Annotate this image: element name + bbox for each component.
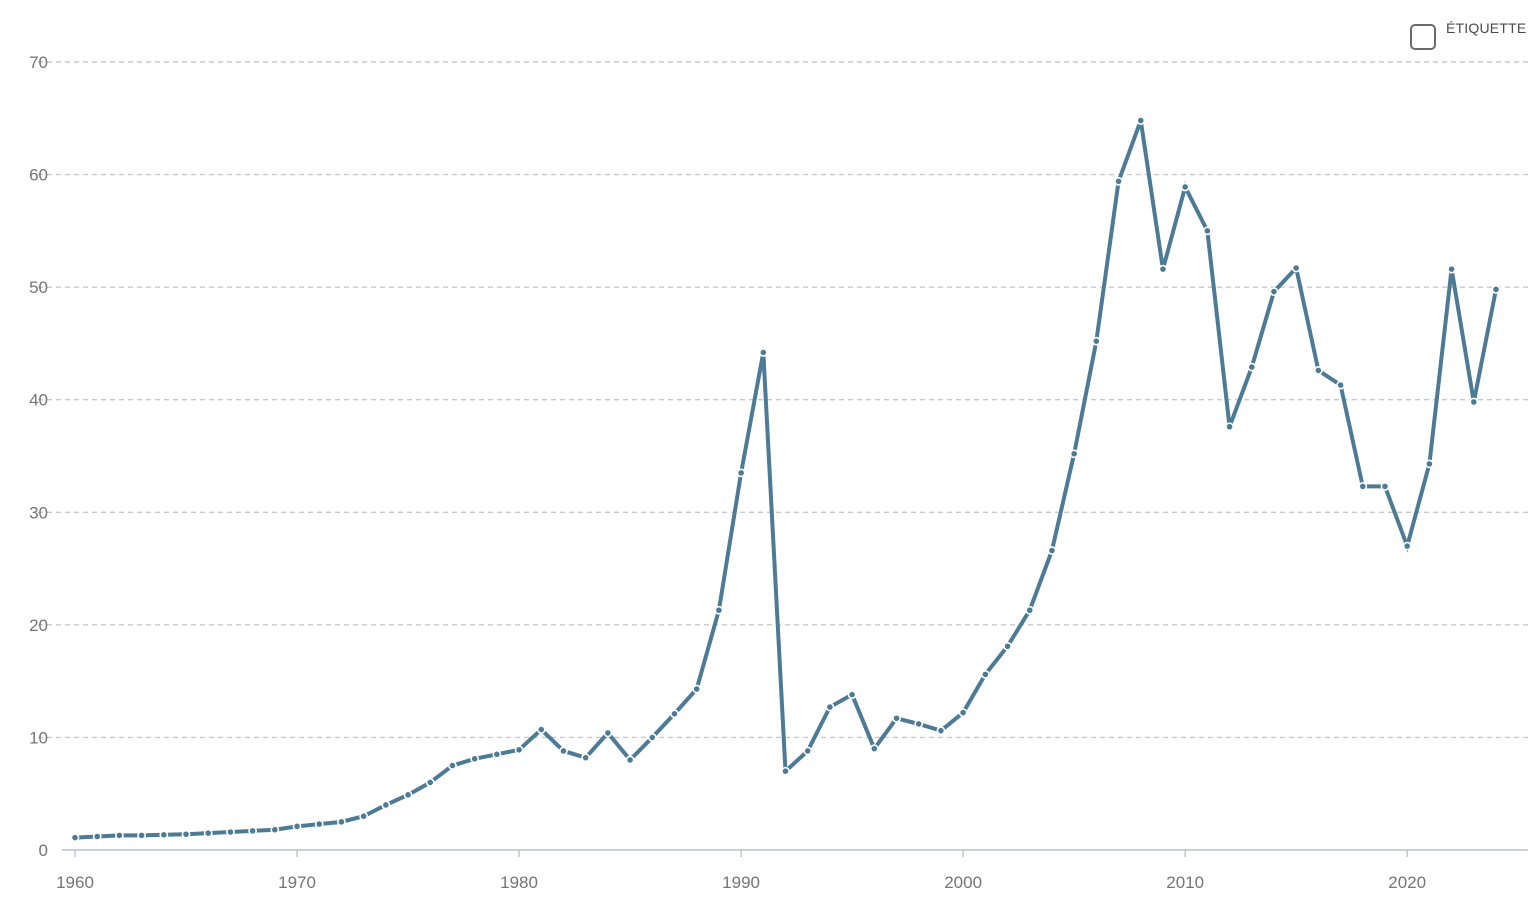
data-point[interactable] bbox=[1313, 366, 1323, 375]
data-point[interactable] bbox=[425, 778, 435, 787]
data-point[interactable] bbox=[492, 749, 502, 759]
data-point[interactable] bbox=[514, 745, 524, 755]
data-point[interactable] bbox=[1180, 182, 1190, 192]
data-point[interactable] bbox=[692, 684, 702, 694]
data-point[interactable] bbox=[1402, 541, 1412, 551]
data-point[interactable] bbox=[270, 825, 280, 835]
data-point[interactable] bbox=[714, 605, 724, 615]
data-point[interactable] bbox=[581, 753, 591, 763]
y-tick-label: 60 bbox=[29, 166, 48, 185]
y-tick-label: 20 bbox=[29, 616, 48, 635]
data-point[interactable] bbox=[203, 828, 213, 838]
data-point[interactable] bbox=[448, 761, 457, 770]
data-point[interactable] bbox=[536, 725, 546, 734]
data-point[interactable] bbox=[381, 800, 391, 810]
data-point[interactable] bbox=[670, 709, 679, 719]
data-point[interactable] bbox=[359, 811, 369, 821]
data-point[interactable] bbox=[115, 830, 124, 840]
data-point[interactable] bbox=[337, 817, 346, 827]
data-point[interactable] bbox=[603, 728, 613, 738]
data-point[interactable] bbox=[137, 830, 147, 840]
y-tick-label: 0 bbox=[39, 841, 48, 860]
data-point[interactable] bbox=[248, 826, 258, 836]
data-point[interactable] bbox=[1291, 263, 1301, 273]
data-point[interactable] bbox=[92, 832, 102, 841]
data-point[interactable] bbox=[869, 744, 879, 754]
data-point[interactable] bbox=[1003, 641, 1012, 651]
data-point[interactable] bbox=[1114, 176, 1123, 186]
data-point[interactable] bbox=[159, 830, 169, 840]
data-point[interactable] bbox=[1069, 449, 1079, 459]
data-point[interactable] bbox=[892, 713, 901, 723]
data-point[interactable] bbox=[1202, 226, 1212, 236]
data-point[interactable] bbox=[625, 755, 635, 765]
y-tick-label: 10 bbox=[29, 728, 48, 747]
x-tick-label: 1980 bbox=[500, 873, 538, 892]
data-point[interactable] bbox=[292, 821, 302, 831]
data-point[interactable] bbox=[1336, 380, 1345, 390]
data-point[interactable] bbox=[559, 746, 568, 756]
legend-checkbox[interactable] bbox=[1410, 24, 1436, 50]
x-tick-label: 1960 bbox=[56, 873, 94, 892]
data-point[interactable] bbox=[1025, 605, 1035, 615]
data-point[interactable] bbox=[1380, 481, 1390, 491]
legend-toggle[interactable]: ÉTIQUETTE bbox=[1410, 20, 1526, 50]
series-line bbox=[73, 119, 1498, 840]
data-point[interactable] bbox=[736, 468, 746, 478]
data-point[interactable] bbox=[314, 819, 324, 829]
x-tick-label: 1970 bbox=[278, 873, 316, 892]
data-point[interactable] bbox=[470, 754, 480, 764]
axis-layer: 0 10 20 30 40 50 60 70 1960 1970 1980 1990 2000 2010 2… bbox=[29, 53, 1528, 892]
data-point[interactable] bbox=[1091, 336, 1101, 346]
data-point[interactable] bbox=[847, 690, 857, 700]
data-point[interactable] bbox=[825, 702, 835, 712]
data-point[interactable] bbox=[1269, 287, 1279, 297]
data-point[interactable] bbox=[803, 746, 813, 756]
data-point[interactable] bbox=[980, 669, 990, 679]
data-point[interactable] bbox=[1491, 284, 1501, 294]
data-point[interactable] bbox=[1225, 422, 1234, 432]
points-layer bbox=[70, 116, 1501, 843]
data-point[interactable] bbox=[936, 726, 946, 736]
series-layer bbox=[73, 119, 1498, 840]
x-tick-label: 1990 bbox=[722, 873, 760, 892]
legend-label: ÉTIQUETTE bbox=[1446, 20, 1527, 36]
data-point[interactable] bbox=[1136, 116, 1146, 125]
data-point[interactable] bbox=[758, 348, 768, 357]
y-tick-label: 70 bbox=[29, 53, 48, 72]
data-point[interactable] bbox=[958, 708, 968, 718]
y-tick-label: 50 bbox=[29, 278, 48, 297]
data-point[interactable] bbox=[70, 833, 80, 843]
data-point[interactable] bbox=[1358, 481, 1368, 491]
data-point[interactable] bbox=[781, 766, 790, 776]
data-point[interactable] bbox=[1447, 264, 1456, 274]
data-point[interactable] bbox=[181, 829, 191, 839]
x-tick-label: 2000 bbox=[944, 873, 982, 892]
data-point[interactable] bbox=[226, 827, 235, 837]
data-point[interactable] bbox=[1047, 546, 1057, 555]
y-tick-label: 30 bbox=[29, 503, 48, 522]
data-point[interactable] bbox=[1424, 459, 1434, 469]
data-point[interactable] bbox=[1247, 362, 1257, 372]
data-point[interactable] bbox=[914, 719, 924, 729]
y-tick-label: 40 bbox=[29, 391, 48, 410]
x-tick-label: 2010 bbox=[1166, 873, 1204, 892]
data-point[interactable] bbox=[647, 733, 657, 742]
grid-layer bbox=[38, 61, 1528, 739]
data-point[interactable] bbox=[403, 790, 413, 800]
data-point[interactable] bbox=[1469, 397, 1479, 407]
data-point[interactable] bbox=[1158, 264, 1168, 274]
x-tick-label: 2020 bbox=[1388, 873, 1426, 892]
